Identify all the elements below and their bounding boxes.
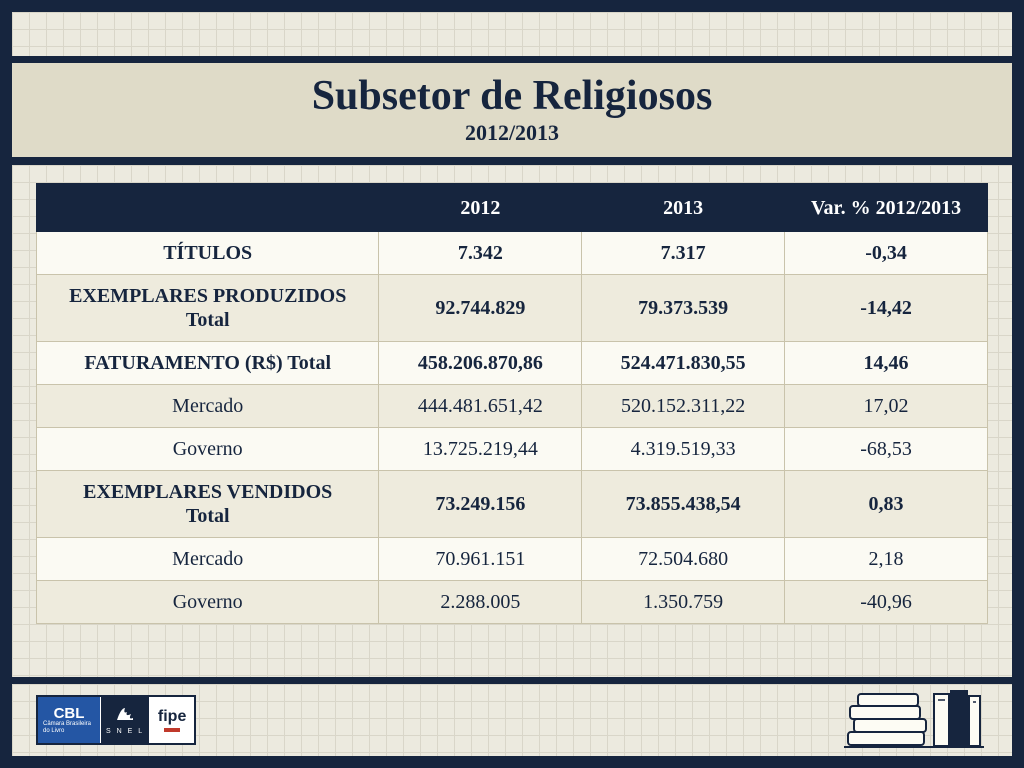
data-table: 2012 2013 Var. % 2012/2013 TÍTULOS 7.342… — [35, 183, 988, 624]
row-label-line2: Total — [185, 309, 230, 331]
cell-2012: 13.725.219,44 — [378, 427, 583, 471]
row-label-text: FATURAMENTO (R$) Total — [84, 352, 332, 374]
cbl-logo-subtext: Câmara Brasileira do Livro — [43, 720, 92, 734]
books-illustration-icon — [844, 690, 984, 748]
header-cell-variation: Var. % 2012/2013 — [784, 183, 988, 232]
snel-logo: S N E L — [100, 697, 151, 743]
cell-2012: 92.744.829 — [378, 274, 583, 342]
cell-variation: 17,02 — [784, 384, 988, 428]
cell-2012: 7.342 — [378, 231, 583, 275]
table-row: Mercado 444.481.651,42 520.152.311,22 17… — [35, 384, 988, 428]
row-label: Governo — [35, 580, 380, 624]
divider-under-title — [12, 157, 1012, 165]
cell-2012: 444.481.651,42 — [378, 384, 583, 428]
table-header-row: 2012 2013 Var. % 2012/2013 — [35, 183, 988, 232]
row-label-text: Governo — [172, 438, 243, 460]
snel-bird-icon — [115, 706, 135, 726]
logo-block: CBL Câmara Brasileira do Livro S N E L f… — [36, 695, 197, 745]
divider-bottom — [12, 677, 1012, 684]
cell-variation: 0,83 — [784, 470, 988, 538]
cell-variation: -0,34 — [784, 231, 988, 275]
row-label: Mercado — [35, 537, 380, 581]
cell-2013: 520.152.311,22 — [581, 384, 786, 428]
table-row: TÍTULOS 7.342 7.317 -0,34 — [35, 231, 988, 275]
fipe-logo-mark — [164, 727, 181, 732]
row-label: FATURAMENTO (R$) Total — [35, 341, 380, 385]
cell-variation: -68,53 — [784, 427, 988, 471]
cell-2013: 73.855.438,54 — [581, 470, 786, 538]
cell-2013: 72.504.680 — [581, 537, 786, 581]
row-label-text: TÍTULOS — [163, 242, 253, 264]
main-area: 2012 2013 Var. % 2012/2013 TÍTULOS 7.342… — [12, 165, 1012, 677]
cell-2013: 1.350.759 — [581, 580, 786, 624]
title-band: Subsetor de Religiosos 2012/2013 — [12, 63, 1012, 157]
header-cell-empty — [35, 183, 380, 232]
row-label: Governo — [35, 427, 380, 471]
cell-variation: -40,96 — [784, 580, 988, 624]
header-cell-2013: 2013 — [581, 183, 786, 232]
divider-top — [12, 56, 1012, 63]
fipe-logo: fipe — [150, 697, 195, 743]
row-label: EXEMPLARES PRODUZIDOS Total — [35, 274, 380, 342]
row-label: TÍTULOS — [35, 231, 380, 275]
table-row: EXEMPLARES PRODUZIDOS Total 92.744.829 79… — [35, 274, 988, 342]
table-row: FATURAMENTO (R$) Total 458.206.870,86 52… — [35, 341, 988, 385]
row-label-text: EXEMPLARES PRODUZIDOS — [69, 285, 347, 307]
footer: CBL Câmara Brasileira do Livro S N E L f… — [12, 684, 1012, 756]
page-subtitle: 2012/2013 — [464, 120, 560, 146]
snel-logo-text: S N E L — [106, 727, 145, 735]
header-cell-2012: 2012 — [378, 183, 583, 232]
cell-variation: 14,46 — [784, 341, 988, 385]
cell-2012: 2.288.005 — [378, 580, 583, 624]
cbl-logo: CBL Câmara Brasileira do Livro — [38, 697, 100, 743]
row-label: EXEMPLARES VENDIDOS Total — [35, 470, 380, 538]
top-strip — [12, 12, 1012, 56]
cbl-logo-text: CBL — [53, 704, 85, 722]
cell-2012: 73.249.156 — [378, 470, 583, 538]
row-label: Mercado — [35, 384, 380, 428]
cell-2013: 7.317 — [581, 231, 786, 275]
table-row: EXEMPLARES VENDIDOS Total 73.249.156 73.8… — [35, 470, 988, 538]
page-title: Subsetor de Religiosos — [311, 72, 713, 119]
cell-2012: 458.206.870,86 — [378, 341, 583, 385]
cell-variation: 2,18 — [784, 537, 988, 581]
cell-2013: 4.319.519,33 — [581, 427, 786, 471]
row-label-text: Governo — [172, 591, 243, 613]
table-row: Governo 13.725.219,44 4.319.519,33 -68,5… — [35, 427, 988, 471]
table-row: Governo 2.288.005 1.350.759 -40,96 — [35, 580, 988, 624]
cell-2013: 79.373.539 — [581, 274, 786, 342]
cell-2013: 524.471.830,55 — [581, 341, 786, 385]
cell-2012: 70.961.151 — [378, 537, 583, 581]
row-label-text: Mercado — [172, 395, 244, 417]
row-label-line2: Total — [185, 505, 230, 527]
fipe-logo-text: fipe — [157, 707, 187, 725]
cell-variation: -14,42 — [784, 274, 988, 342]
row-label-text: Mercado — [172, 548, 244, 570]
row-label-text: EXEMPLARES VENDIDOS — [83, 481, 333, 503]
table-row: Mercado 70.961.151 72.504.680 2,18 — [35, 537, 988, 581]
